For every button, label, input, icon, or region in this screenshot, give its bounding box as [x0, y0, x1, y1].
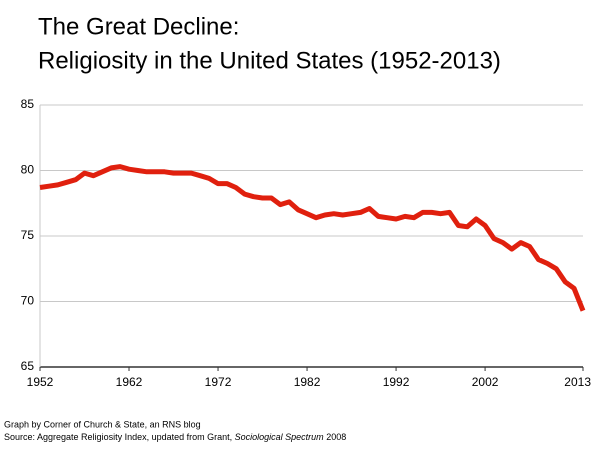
y-tick-label: 85: [21, 97, 35, 111]
x-tick-label: 2013: [564, 375, 591, 389]
y-tick-label: 70: [21, 294, 35, 308]
source-year: 2008: [324, 432, 347, 442]
x-tick-label: 1982: [294, 375, 321, 389]
x-tick-label: 1972: [205, 375, 232, 389]
source-text: Source: Aggregate Religiosity Index, upd…: [4, 432, 235, 442]
source-journal: Sociological Spectrum: [235, 432, 325, 442]
y-tick-label: 65: [21, 359, 35, 373]
chart-title: The Great Decline:: [38, 13, 239, 40]
line: [39, 164, 586, 312]
x-tick-label: 1962: [116, 375, 143, 389]
x-tick-label: 2002: [472, 375, 499, 389]
y-tick-label: 75: [21, 228, 35, 242]
chart-title: Religiosity in the United States (1952-2…: [38, 47, 501, 74]
x-tick-label: 1952: [27, 375, 54, 389]
source: Source: Aggregate Religiosity Index, upd…: [4, 432, 346, 442]
credit: Graph by Corner of Church & State, an RN…: [4, 419, 201, 429]
x-tick-label: 1992: [383, 375, 410, 389]
y-tick-label: 80: [21, 163, 35, 177]
